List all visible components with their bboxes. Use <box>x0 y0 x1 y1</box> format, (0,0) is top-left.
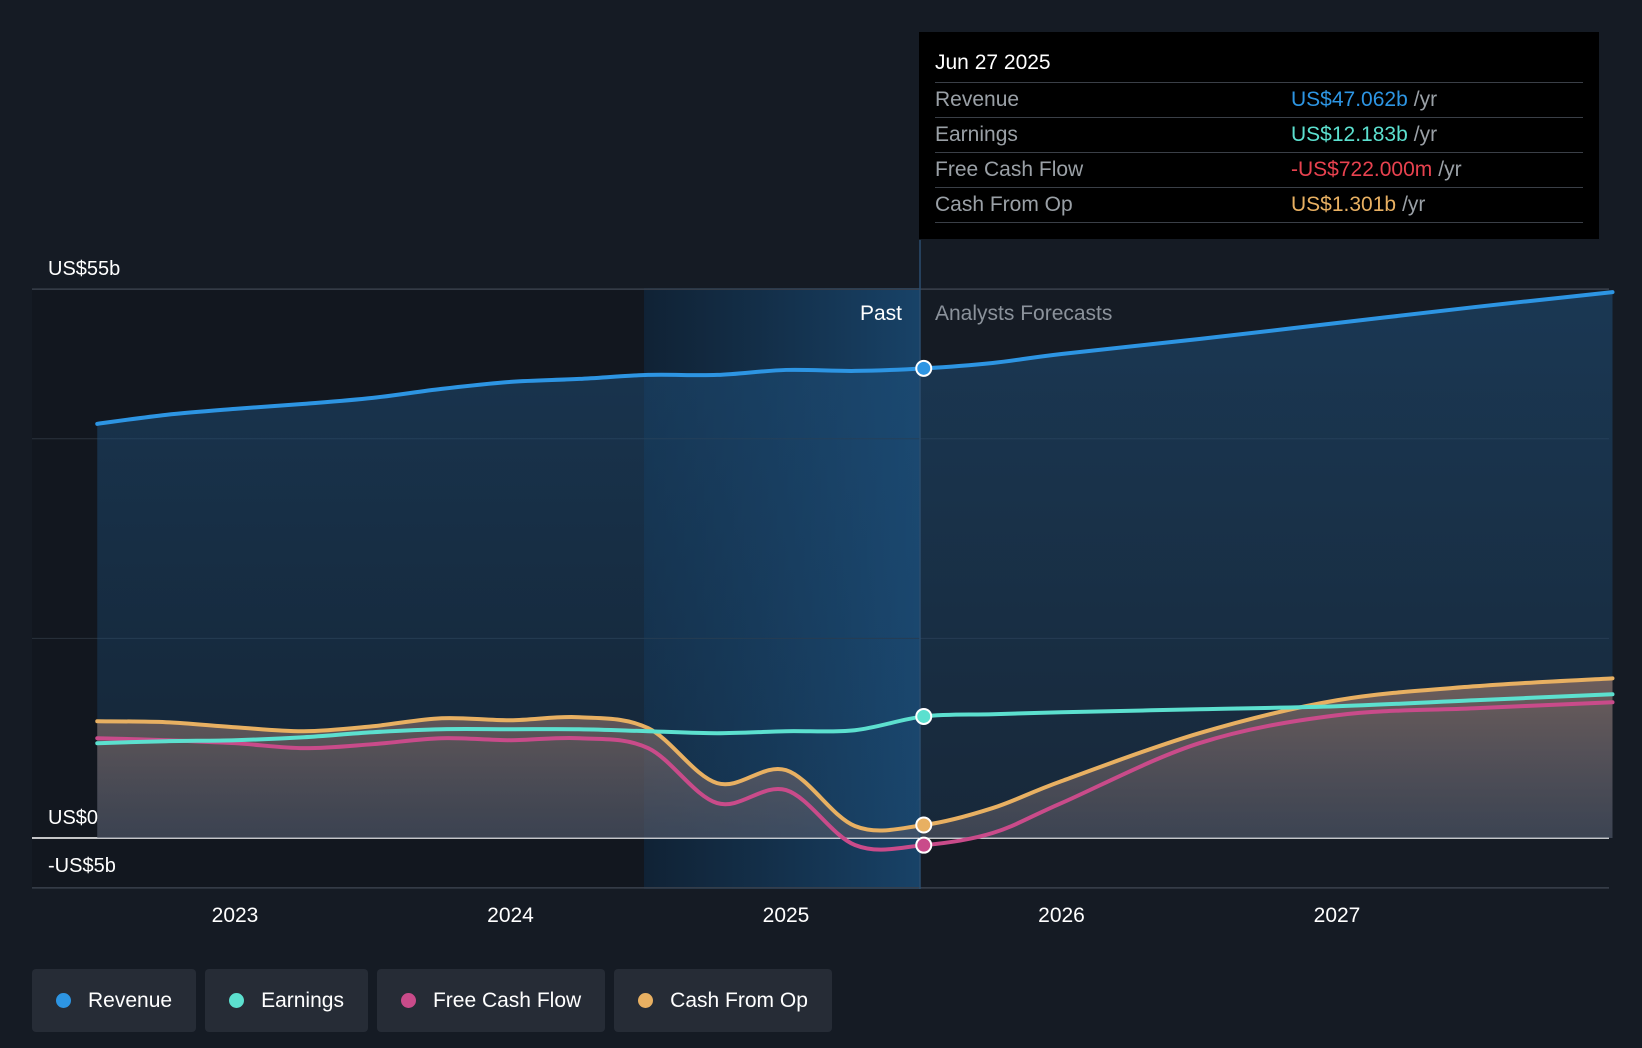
series-line-free-cash-flow <box>95 700 1615 852</box>
forecast-label: Analysts Forecasts <box>935 302 1112 325</box>
legend-item-earnings[interactable]: Earnings <box>205 969 368 1032</box>
legend: Revenue Earnings Free Cash Flow Cash Fro… <box>32 969 832 1032</box>
tooltip: Jun 27 2025 Revenue US$47.062b/yr Earnin… <box>919 32 1599 239</box>
revenue-area <box>97 292 1613 838</box>
tooltip-value: US$47.062b/yr <box>1291 88 1438 111</box>
legend-label: Revenue <box>88 988 173 1012</box>
x-tick-label: 2027 <box>1314 904 1361 927</box>
tooltip-value: US$12.183b/yr <box>1291 123 1438 146</box>
tooltip-row-free-cash-flow: Free Cash Flow -US$722.000m/yr <box>935 153 1583 188</box>
legend-label: Cash From Op <box>670 988 808 1012</box>
x-tick-label: 2025 <box>763 904 810 927</box>
tooltip-value: US$1.301b/yr <box>1291 193 1426 216</box>
tooltip-row-revenue: Revenue US$47.062b/yr <box>935 83 1583 118</box>
series-line-earnings <box>95 692 1615 746</box>
marker-cash-from-op <box>915 816 933 834</box>
series-line-revenue <box>95 290 1615 426</box>
legend-dot-icon <box>638 993 654 1008</box>
y-axis-labels: US$55b US$0 -US$5b <box>48 258 120 877</box>
legend-dot-icon <box>56 993 71 1008</box>
x-axis-labels: 2023 2024 2025 2026 2027 <box>212 904 1361 927</box>
legend-dot-icon <box>229 993 245 1008</box>
marker-free-cash-flow <box>915 836 933 854</box>
x-tick-label: 2024 <box>487 904 534 927</box>
x-tick-label: 2023 <box>212 904 259 927</box>
past-label: Past <box>860 302 902 325</box>
tooltip-row-earnings: Earnings US$12.183b/yr <box>935 118 1583 153</box>
tooltip-date: Jun 27 2025 <box>935 48 1583 83</box>
lower-series-area <box>97 678 1613 838</box>
tooltip-label: Cash From Op <box>935 193 1073 216</box>
area-fills <box>97 292 1613 838</box>
y-tick-label: US$55b <box>48 258 120 280</box>
legend-item-free-cash-flow[interactable]: Free Cash Flow <box>376 969 606 1032</box>
series-lines <box>95 290 1615 852</box>
legend-label: Free Cash Flow <box>432 988 582 1012</box>
series-line-cash-from-op <box>95 676 1615 833</box>
tooltip-label: Earnings <box>935 123 1018 146</box>
marker-earnings <box>915 707 933 725</box>
y-tick-label: US$0 <box>48 807 98 829</box>
x-tick-label: 2026 <box>1038 904 1085 927</box>
markers <box>915 359 933 854</box>
legend-item-cash-from-op[interactable]: Cash From Op <box>614 969 832 1032</box>
marker-revenue <box>915 359 933 377</box>
tooltip-label: Free Cash Flow <box>935 158 1084 181</box>
legend-item-revenue[interactable]: Revenue <box>32 969 197 1032</box>
tooltip-label: Revenue <box>935 88 1020 111</box>
legend-dot-icon <box>400 993 416 1008</box>
legend-label: Earnings <box>261 988 344 1012</box>
y-tick-label: -US$5b <box>48 855 116 877</box>
tooltip-row-cash-from-op: Cash From Op US$1.301b/yr <box>935 188 1583 223</box>
tooltip-value: -US$722.000m/yr <box>1291 158 1462 181</box>
